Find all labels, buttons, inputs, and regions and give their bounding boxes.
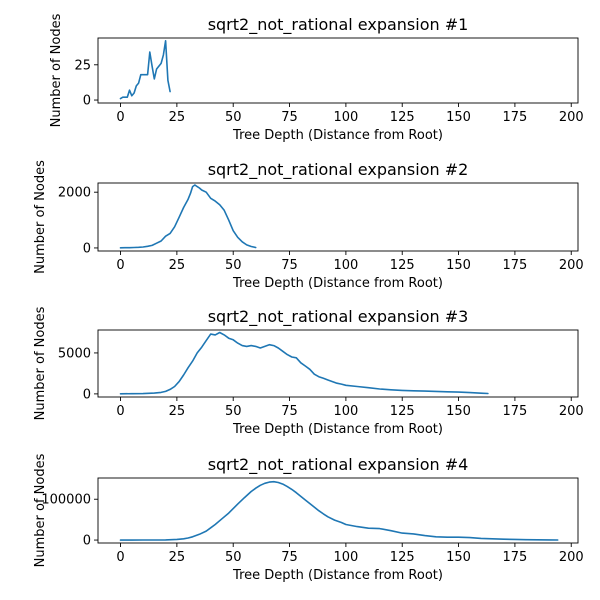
chart-title: sqrt2_not_rational expansion #3: [208, 307, 469, 327]
x-tick-label: 125: [390, 258, 415, 273]
x-tick-label: 50: [225, 110, 242, 125]
series-line: [119, 331, 489, 395]
x-tick-label: 175: [502, 550, 527, 565]
x-tick-label: 0: [116, 110, 124, 125]
subplot-3: 0 25 50 75 100 125 150 175 200 0 5000 sqrt2_not_rat…: [33, 306, 584, 437]
y-tick-label: 0: [83, 241, 91, 256]
x-tick-label: 150: [446, 110, 471, 125]
x-tick-label: 175: [502, 258, 527, 273]
x-tick-label: 50: [225, 258, 242, 273]
x-axis-label: Tree Depth (Distance from Root): [232, 422, 443, 437]
x-tick-label: 100: [333, 258, 358, 273]
x-tick-label: 150: [446, 404, 471, 419]
y-tick-label: 25: [74, 58, 91, 73]
x-tick-label: 50: [225, 404, 242, 419]
y-tick-label: 5000: [58, 346, 91, 361]
x-tick-label: 0: [116, 404, 124, 419]
x-tick-label: 200: [559, 550, 584, 565]
axes-frame: [97, 329, 579, 398]
x-tick-label: 200: [559, 258, 584, 273]
x-tick-label: 125: [390, 550, 415, 565]
chart-title: sqrt2_not_rational expansion #1: [208, 15, 469, 35]
x-tick-label: 25: [169, 550, 186, 565]
x-tick-label: 125: [390, 404, 415, 419]
x-tick-label: 50: [225, 550, 242, 565]
subplot-4: 0 25 50 75 100 125 150 175 200 0 100000 sqrt2_not_r…: [33, 453, 584, 583]
x-axis-label: Tree Depth (Distance from Root): [232, 568, 443, 583]
x-tick-label: 75: [281, 404, 298, 419]
x-tick-label: 200: [559, 404, 584, 419]
y-axis-label: Number of Nodes: [33, 160, 48, 274]
x-tick-label: 100: [333, 110, 358, 125]
x-tick-label: 100: [333, 404, 358, 419]
x-tick-label: 175: [502, 110, 527, 125]
axes-frame: [97, 37, 579, 104]
chart-title: sqrt2_not_rational expansion #2: [208, 160, 469, 180]
x-tick-label: 75: [281, 550, 298, 565]
x-tick-label: 125: [390, 110, 415, 125]
y-tick-label: 100000: [41, 493, 91, 508]
x-tick-label: 0: [116, 258, 124, 273]
x-tick-label: 25: [169, 258, 186, 273]
y-tick-label: 2000: [58, 186, 91, 201]
x-tick-label: 100: [333, 550, 358, 565]
y-axis-label: Number of Nodes: [49, 13, 64, 127]
x-tick-label: 25: [169, 110, 186, 125]
subplot-2: 0 25 50 75 100 125 150 175 20002000sqrt2_not_rat…: [33, 160, 584, 291]
chart-title: sqrt2_not_rational expansion #4: [208, 455, 469, 475]
y-tick-label: 0: [83, 534, 91, 549]
axes-frame: [97, 182, 579, 252]
y-tick-label: 0: [83, 387, 91, 402]
x-tick-label: 25: [169, 404, 186, 419]
y-axis-label: Number of Nodes: [33, 453, 48, 567]
series-line: [119, 39, 171, 100]
x-tick-label: 75: [281, 110, 298, 125]
x-tick-label: 150: [446, 258, 471, 273]
y-tick-label: 0: [83, 94, 91, 109]
x-tick-label: 0: [116, 550, 124, 565]
x-tick-label: 175: [502, 404, 527, 419]
series-line: [119, 480, 559, 541]
x-tick-label: 75: [281, 258, 298, 273]
x-axis-label: Tree Depth (Distance from Root): [232, 276, 443, 291]
x-axis-label: Tree Depth (Distance from Root): [232, 128, 443, 143]
series-line: [119, 184, 257, 249]
axes-frame: [97, 477, 579, 544]
x-tick-label: 200: [559, 110, 584, 125]
subplot-1: 0 25 50 75 100 125 150 175 200 0 25 sqrt2_not_ratio…: [49, 13, 584, 143]
y-axis-label: Number of Nodes: [33, 306, 48, 420]
x-tick-label: 150: [446, 550, 471, 565]
